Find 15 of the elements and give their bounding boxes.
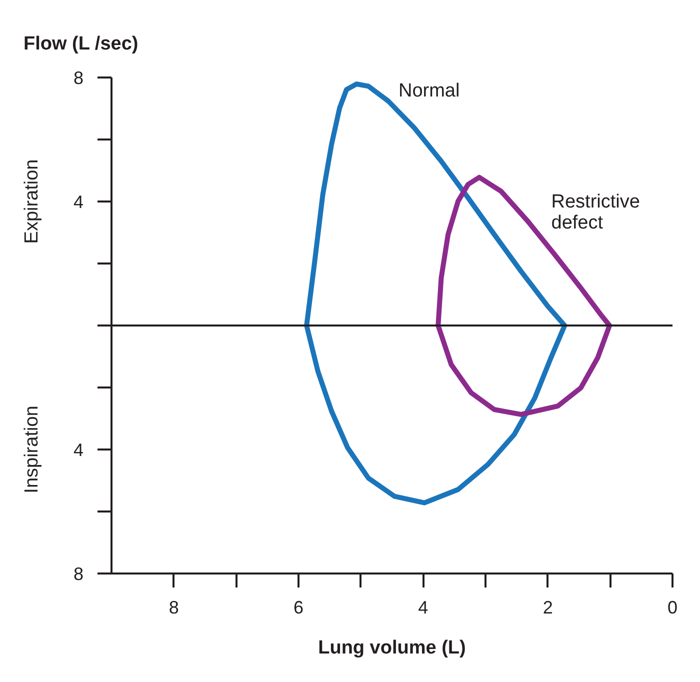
- y-tick-label: 8: [73, 68, 84, 88]
- x-tick-label: 0: [667, 598, 678, 618]
- text: Inspiration: [22, 406, 42, 494]
- text: Expiration: [22, 159, 42, 244]
- y-axis-title: Flow (L /sec): [24, 34, 138, 54]
- y-tick-label: 8: [73, 564, 84, 584]
- y-tick-label: 4: [73, 440, 84, 460]
- y-tick-label: 4: [73, 192, 84, 212]
- x-tick-label: 8: [168, 598, 179, 618]
- series-label: Restrictive defect: [551, 191, 640, 234]
- x-tick-label: 6: [293, 598, 304, 618]
- x-tick-label: 4: [418, 598, 428, 618]
- series-label: Normal: [398, 80, 460, 102]
- x-tick-label: 2: [542, 598, 553, 618]
- x-axis-title: Lung volume (L): [318, 638, 466, 658]
